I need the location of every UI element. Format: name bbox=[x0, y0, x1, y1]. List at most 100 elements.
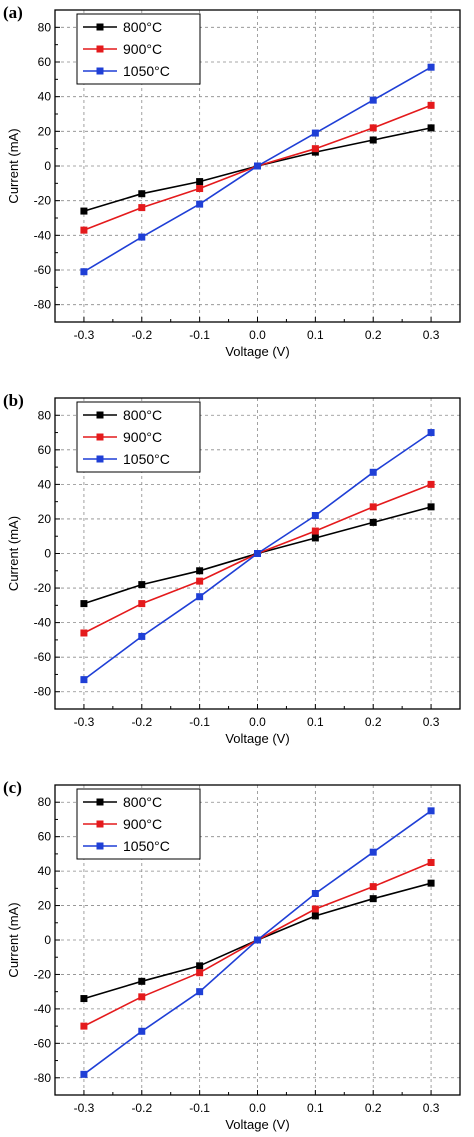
x-tick-label: 0.1 bbox=[307, 328, 324, 342]
data-point-1050C bbox=[311, 890, 319, 897]
data-point-800C bbox=[427, 879, 435, 887]
data-point-800C bbox=[311, 912, 319, 920]
data-point-900C bbox=[196, 577, 204, 585]
data-point-800C bbox=[369, 895, 377, 903]
y-axis-label: Current (mA) bbox=[6, 516, 21, 591]
data-point-1050C bbox=[311, 511, 319, 519]
data-point-1050C bbox=[80, 1070, 88, 1078]
data-point-800C bbox=[369, 136, 377, 144]
y-tick-label: 0 bbox=[44, 547, 51, 561]
y-tick-label: -80 bbox=[34, 298, 52, 312]
data-point-900C bbox=[369, 503, 377, 511]
chart-panel-3: -0.3 -0.2 -0.1 0.0 0.1 0.2 0.3 -80 -60 -40 -20 0 20 4… bbox=[3, 778, 461, 1132]
y-tick-label: -20 bbox=[34, 581, 52, 595]
x-axis-label: Voltage (V) bbox=[225, 1117, 289, 1132]
panel-label: (a) bbox=[3, 3, 23, 22]
data-point-1050C bbox=[80, 676, 88, 684]
y-tick-label: -60 bbox=[34, 1036, 52, 1050]
x-tick-label: 0.3 bbox=[423, 1101, 440, 1115]
x-tick-label: 0.2 bbox=[365, 715, 382, 729]
y-tick-label: -80 bbox=[34, 1071, 52, 1085]
x-tick-label: -0.3 bbox=[74, 328, 95, 342]
y-tick-label: -80 bbox=[34, 685, 52, 699]
data-point-800C bbox=[80, 207, 88, 215]
legend-swatch-marker bbox=[96, 798, 104, 806]
x-tick-label: 0.0 bbox=[249, 1101, 266, 1115]
data-point-1050C bbox=[138, 233, 146, 241]
data-point-900C bbox=[369, 883, 377, 891]
data-point-900C bbox=[196, 185, 204, 193]
legend-swatch-marker bbox=[96, 23, 104, 31]
data-point-1050C bbox=[427, 807, 435, 815]
data-point-900C bbox=[138, 600, 146, 608]
legend-label: 1050°C bbox=[123, 451, 170, 467]
data-point-1050C bbox=[254, 936, 261, 944]
legend-label: 1050°C bbox=[123, 63, 170, 79]
legend-label: 1050°C bbox=[123, 838, 170, 854]
data-point-800C bbox=[80, 995, 88, 1003]
legend-label: 800°C bbox=[123, 794, 162, 810]
x-tick-label: 0.3 bbox=[423, 715, 440, 729]
data-point-800C bbox=[311, 534, 319, 542]
data-point-800C bbox=[138, 190, 146, 198]
x-tick-label: 0.1 bbox=[307, 715, 324, 729]
data-point-800C bbox=[138, 977, 146, 985]
legend-label: 900°C bbox=[123, 41, 162, 57]
y-tick-label: 40 bbox=[38, 477, 52, 491]
y-tick-label: 60 bbox=[38, 830, 52, 844]
x-tick-label: 0.0 bbox=[249, 715, 266, 729]
chart-panel-1: -0.3 -0.2 -0.1 0.0 0.1 0.2 0.3 -80 -60 -40 -20 0 20 4… bbox=[3, 3, 461, 359]
data-point-900C bbox=[311, 145, 319, 153]
data-point-1050C bbox=[254, 162, 261, 170]
data-point-900C bbox=[369, 124, 377, 132]
data-point-800C bbox=[196, 567, 204, 575]
legend-swatch-marker bbox=[96, 842, 104, 850]
x-tick-label: -0.3 bbox=[74, 715, 95, 729]
data-point-900C bbox=[427, 480, 435, 488]
data-point-800C bbox=[369, 518, 377, 526]
data-point-800C bbox=[196, 962, 204, 970]
y-axis-label: Current (mA) bbox=[6, 128, 21, 203]
x-tick-label: -0.2 bbox=[131, 328, 152, 342]
chart-panel-2: -0.3 -0.2 -0.1 0.0 0.1 0.2 0.3 -80 -60 -40 -20 0 20 4… bbox=[3, 391, 461, 746]
y-tick-label: 60 bbox=[38, 55, 52, 69]
data-point-1050C bbox=[369, 468, 377, 476]
x-tick-label: -0.2 bbox=[131, 1101, 152, 1115]
x-tick-label: -0.1 bbox=[189, 328, 210, 342]
x-tick-label: -0.2 bbox=[131, 715, 152, 729]
x-tick-label: 0.0 bbox=[249, 328, 266, 342]
x-tick-label: -0.1 bbox=[189, 715, 210, 729]
legend-label: 800°C bbox=[123, 407, 162, 423]
data-point-1050C bbox=[311, 129, 319, 137]
legend-swatch-marker bbox=[96, 411, 104, 419]
y-tick-label: 80 bbox=[38, 20, 52, 34]
y-tick-label: -60 bbox=[34, 263, 52, 277]
data-point-1050C bbox=[254, 550, 261, 557]
data-point-1050C bbox=[138, 632, 146, 640]
data-point-1050C bbox=[369, 96, 377, 104]
y-tick-label: 0 bbox=[44, 159, 51, 173]
legend-swatch-marker bbox=[96, 433, 104, 441]
x-tick-label: 0.2 bbox=[365, 1101, 382, 1115]
y-tick-label: 80 bbox=[38, 408, 52, 422]
data-point-1050C bbox=[369, 848, 377, 856]
data-point-900C bbox=[80, 629, 88, 637]
data-point-900C bbox=[80, 1022, 88, 1030]
x-tick-label: -0.1 bbox=[189, 1101, 210, 1115]
x-tick-label: 0.2 bbox=[365, 328, 382, 342]
x-tick-label: 0.3 bbox=[423, 328, 440, 342]
data-point-900C bbox=[138, 204, 146, 212]
legend-swatch-marker bbox=[96, 455, 104, 463]
data-point-1050C bbox=[196, 593, 204, 601]
legend-label: 800°C bbox=[123, 19, 162, 35]
data-point-800C bbox=[427, 503, 435, 511]
legend-swatch-marker bbox=[96, 820, 104, 828]
data-point-900C bbox=[427, 859, 435, 866]
legend-label: 900°C bbox=[123, 429, 162, 445]
y-tick-label: 20 bbox=[38, 124, 52, 138]
legend-swatch-marker bbox=[96, 45, 104, 53]
y-tick-label: 40 bbox=[38, 864, 52, 878]
y-tick-label: -20 bbox=[34, 194, 52, 208]
data-point-800C bbox=[196, 178, 204, 186]
